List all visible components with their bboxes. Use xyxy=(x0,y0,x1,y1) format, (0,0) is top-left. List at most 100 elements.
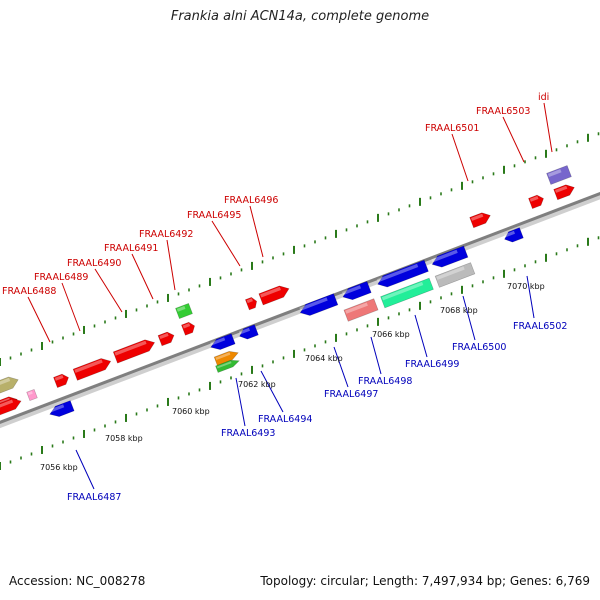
bottom-tick-track xyxy=(0,236,600,470)
gene-label[interactable]: FRAAL6497 xyxy=(324,389,378,400)
gene-label-leader xyxy=(75,449,95,490)
kbp-scale-label: 7070 kbp xyxy=(507,282,545,291)
kbp-scale-label: 7058 kbp xyxy=(105,434,143,443)
gene-arrow-shade xyxy=(0,377,11,387)
gene-arrow[interactable] xyxy=(430,245,469,270)
gene-label[interactable]: FRAAL6494 xyxy=(258,414,312,425)
gene-arrow-body xyxy=(239,324,259,340)
gene-arrow[interactable] xyxy=(238,324,259,342)
gene-arrow[interactable] xyxy=(298,293,339,319)
accession-text: Accession: NC_008278 xyxy=(9,574,146,588)
gene-label-leader xyxy=(370,336,382,375)
gene-arrow[interactable] xyxy=(181,321,196,336)
gene-arrow[interactable] xyxy=(380,277,434,309)
gene-label-leader xyxy=(235,377,246,427)
kbp-scale-label: 7062 kbp xyxy=(238,380,276,389)
gene-arrow-body xyxy=(175,302,193,320)
gene-arrow-body xyxy=(0,398,22,417)
gene-arrow-shade xyxy=(299,297,328,311)
gene-arrow[interactable] xyxy=(434,262,476,288)
gene-arrow-shade xyxy=(381,281,424,301)
gene-arrow-body xyxy=(181,321,195,336)
gene-label-layer: 7056 kbp 7058 kbp 7060 kbp 7062 kbp 7064 kbp… xyxy=(2,92,567,503)
gene-label-leader xyxy=(27,296,51,343)
gene-arrow[interactable] xyxy=(546,165,572,185)
gene-arrow-body xyxy=(213,351,239,366)
gene-arrow[interactable] xyxy=(258,283,291,306)
top-tick-track xyxy=(0,132,600,366)
gene-arrow-shade xyxy=(547,169,562,178)
gene-label[interactable]: FRAAL6498 xyxy=(358,376,412,387)
gene-arrow-shade xyxy=(54,375,64,381)
kbp-scale-label: 7060 kbp xyxy=(172,407,210,416)
genome-backbone xyxy=(0,191,600,429)
gene-label[interactable]: idi xyxy=(538,92,549,103)
gene-arrow[interactable] xyxy=(215,357,241,373)
gene-label[interactable]: FRAAL6499 xyxy=(405,359,459,370)
gene-arrow-body xyxy=(72,358,112,381)
gene-label[interactable]: FRAAL6496 xyxy=(224,195,278,206)
gene-arrow[interactable] xyxy=(112,337,157,364)
gene-label[interactable]: FRAAL6495 xyxy=(187,210,241,221)
gene-label-leader xyxy=(166,239,176,291)
map-title: Frankia alni ACN14a, complete genome xyxy=(170,9,430,24)
gene-arrow-body xyxy=(342,281,372,301)
gene-arrow[interactable] xyxy=(528,193,545,210)
gene-label[interactable]: FRAAL6491 xyxy=(104,243,158,254)
gene-label-leader xyxy=(526,275,535,319)
gene-arrow-shade xyxy=(436,266,465,280)
gene-arrow-shade xyxy=(376,263,419,283)
gene-arrow[interactable] xyxy=(0,396,23,417)
gene-arrow-shade xyxy=(503,230,516,238)
gene-label[interactable]: FRAAL6488 xyxy=(2,286,56,297)
gene-arrow[interactable] xyxy=(341,281,372,302)
gene-label-leader xyxy=(451,133,469,182)
gene-label-leader xyxy=(131,253,154,300)
gene-label[interactable]: FRAAL6490 xyxy=(67,258,121,269)
gene-arrow-body xyxy=(431,245,469,268)
gene-arrow[interactable] xyxy=(213,349,240,366)
gene-arrow-shade xyxy=(0,399,14,410)
gene-label[interactable]: FRAAL6489 xyxy=(34,272,88,283)
gene-arrow[interactable] xyxy=(376,259,429,290)
gene-label-leader xyxy=(462,295,476,341)
gene-label[interactable]: FRAAL6493 xyxy=(221,428,275,439)
gene-label-leader xyxy=(502,116,525,163)
kbp-scale-label: 7056 kbp xyxy=(40,463,78,472)
gene-arrow-shade xyxy=(470,213,484,221)
gene-arrow[interactable] xyxy=(175,302,193,320)
gene-arrow-body xyxy=(210,333,236,350)
gene-arrow[interactable] xyxy=(0,374,20,395)
gene-label-leader xyxy=(543,102,553,153)
gene-arrow-shade xyxy=(159,332,169,339)
gene-arrow[interactable] xyxy=(553,182,577,201)
gene-arrow-body xyxy=(434,262,476,288)
gene-arrow-body xyxy=(244,296,258,311)
gene-label[interactable]: FRAAL6502 xyxy=(513,321,567,332)
kbp-scale-label: 7066 kbp xyxy=(372,330,410,339)
gene-label-leader xyxy=(211,220,241,267)
gene-label[interactable]: FRAAL6492 xyxy=(139,229,193,240)
gene-arrow[interactable] xyxy=(209,333,236,353)
gene-arrow-shade xyxy=(238,327,251,335)
gene-arrow[interactable] xyxy=(343,298,379,322)
gene-arrow-shade xyxy=(215,352,231,361)
gene-label[interactable]: FRAAL6500 xyxy=(452,342,506,353)
gene-label[interactable]: FRAAL6487 xyxy=(67,492,121,503)
gene-arrow-body xyxy=(343,298,379,322)
gene-arrow[interactable] xyxy=(469,210,493,229)
gene-label[interactable]: FRAAL6501 xyxy=(425,123,479,134)
gene-label[interactable]: FRAAL6503 xyxy=(476,106,530,117)
gene-label-leader xyxy=(414,314,428,358)
gene-arrow-body xyxy=(53,373,69,389)
gene-arrow-body xyxy=(553,184,575,201)
gene-arrow[interactable] xyxy=(157,330,176,347)
gene-label-leader xyxy=(94,268,123,313)
gene-arrow[interactable] xyxy=(26,388,38,402)
gene-arrow[interactable] xyxy=(503,227,524,245)
gene-arrow[interactable] xyxy=(53,372,70,389)
gene-arrow[interactable] xyxy=(244,296,258,311)
gene-arrow[interactable] xyxy=(72,356,113,381)
gene-arrow[interactable] xyxy=(48,400,75,420)
